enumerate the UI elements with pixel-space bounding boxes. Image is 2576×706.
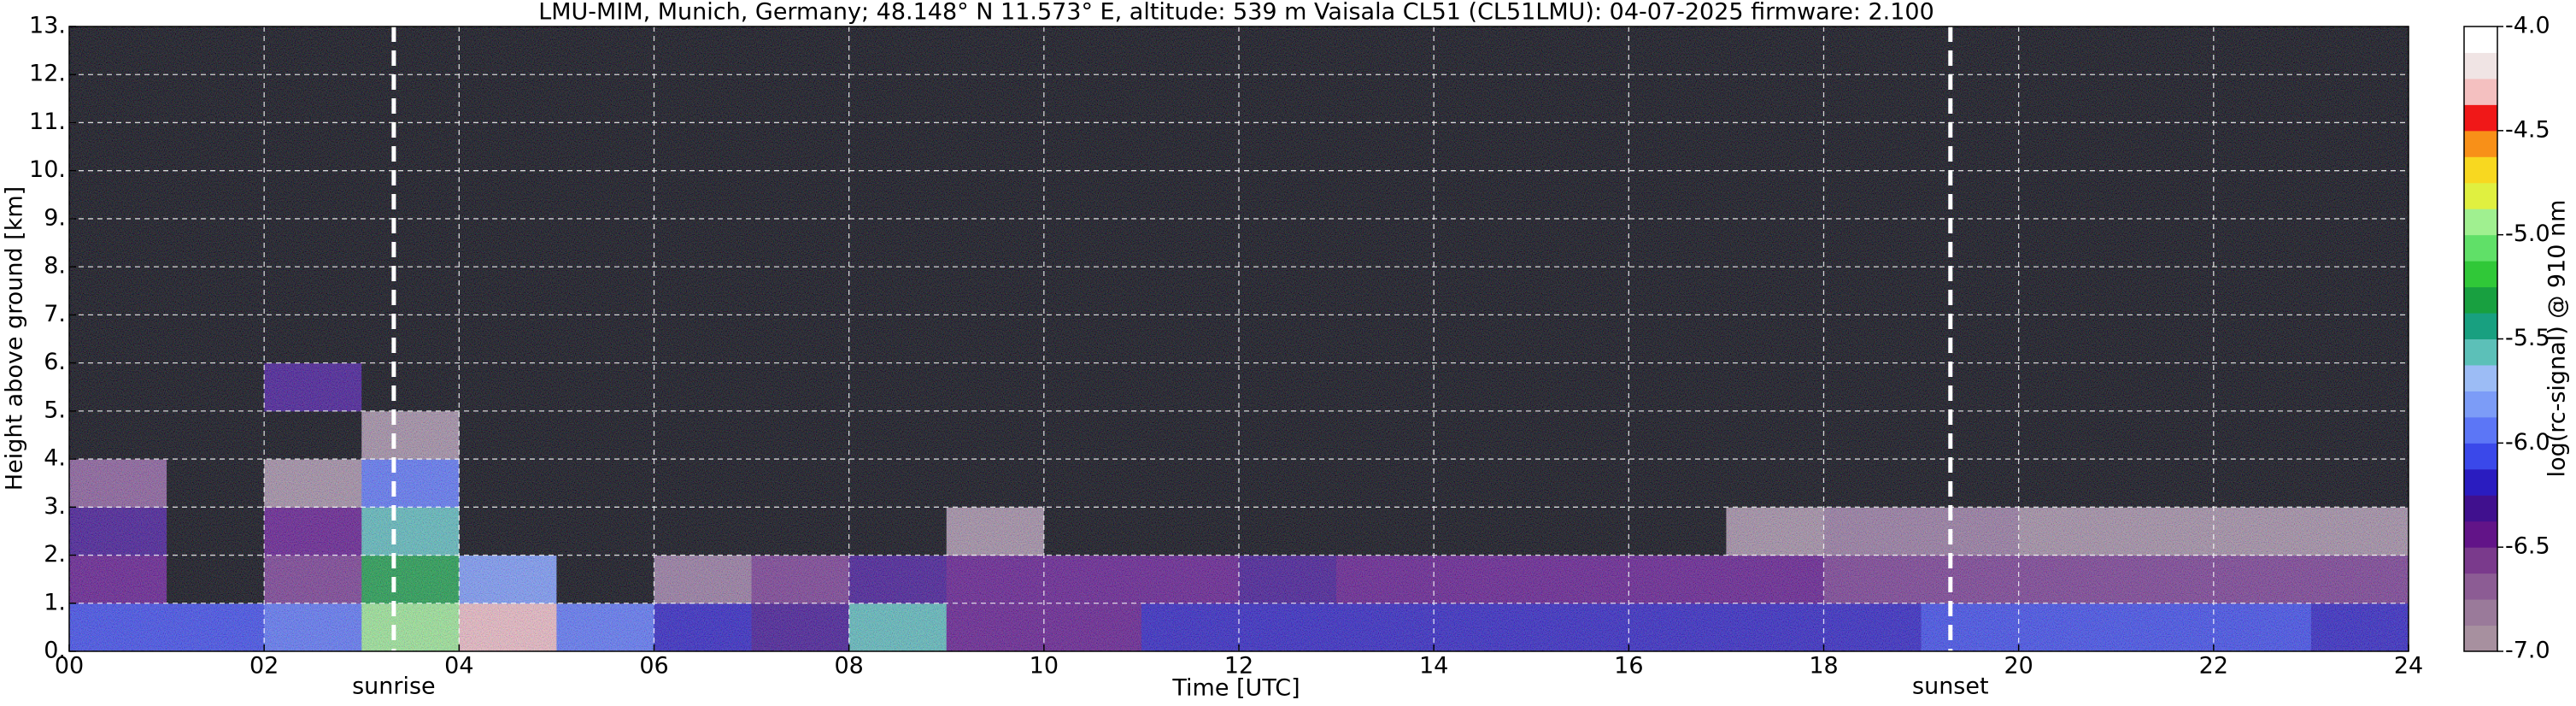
annotation-label: sunrise — [352, 674, 436, 700]
colorbar-tick-label: -6.5 — [2505, 533, 2550, 560]
colorbar-swatch — [2464, 391, 2497, 418]
y-tick-label: 0. — [44, 638, 66, 664]
x-tick-label: 12 — [1224, 653, 1253, 680]
colorbar-swatch — [2464, 78, 2497, 105]
colorbar-swatch — [2464, 625, 2497, 652]
annotation-label: sunset — [1912, 674, 1989, 700]
colorbar-swatch — [2464, 599, 2497, 627]
plot-frame — [68, 26, 2409, 652]
colorbar-swatch — [2464, 209, 2497, 236]
colorbar-swatch — [2464, 130, 2497, 157]
colorbar-swatch — [2464, 26, 2497, 53]
x-axis-label: Time [UTC] — [1171, 675, 1300, 702]
y-tick-label: 6. — [44, 349, 66, 375]
colorbar-tick-label: -6.0 — [2505, 429, 2550, 456]
colorbar-swatch — [2464, 286, 2497, 314]
colorbar-swatch — [2464, 547, 2497, 574]
colorbar-tick-label: -7.0 — [2505, 638, 2550, 664]
colorbar-swatch — [2464, 104, 2497, 132]
colorbar-swatch — [2464, 234, 2497, 262]
x-tick-label: 06 — [639, 653, 668, 680]
colorbar-tick-label: -5.0 — [2505, 221, 2550, 247]
x-tick-label: 02 — [249, 653, 279, 680]
x-tick-label: 00 — [55, 653, 84, 680]
colorbar-label: log(rc-signal) @ 910 nm — [2544, 200, 2571, 478]
colorbar-swatch — [2464, 495, 2497, 522]
x-tick-label: 16 — [1614, 653, 1643, 680]
x-tick-label: 22 — [2199, 653, 2228, 680]
x-tick-label: 14 — [1419, 653, 1448, 680]
y-tick-label: 9. — [44, 204, 66, 231]
x-tick-label: 18 — [1809, 653, 1838, 680]
y-tick-label: 5. — [44, 397, 66, 423]
y-tick-label: 3. — [44, 493, 66, 520]
colorbar-swatch — [2464, 521, 2497, 548]
y-tick-label: 2. — [44, 541, 66, 568]
x-tick-label: 08 — [834, 653, 863, 680]
x-tick-label: 24 — [2394, 653, 2423, 680]
x-tick-label: 04 — [444, 653, 473, 680]
colorbar-swatch — [2464, 443, 2497, 470]
y-tick-label: 8. — [44, 253, 66, 279]
y-tick-label: 13. — [29, 13, 66, 39]
colorbar-swatch — [2464, 261, 2497, 288]
colorbar-tick-label: -4.5 — [2505, 116, 2550, 143]
colorbar-swatch — [2464, 182, 2497, 209]
x-tick-label: 10 — [1030, 653, 1059, 680]
y-tick-label: 1. — [44, 589, 66, 615]
y-tick-label: 7. — [44, 301, 66, 327]
y-tick-label: 12. — [29, 61, 66, 87]
y-tick-label: 10. — [29, 156, 66, 183]
colorbar-swatch — [2464, 573, 2497, 600]
colorbar-swatch — [2464, 364, 2497, 391]
chart-title: LMU-MIM, Munich, Germany; 48.148° N 11.5… — [538, 0, 1934, 26]
colorbar-swatch — [2464, 468, 2497, 496]
colorbar-swatch — [2464, 156, 2497, 184]
colorbar-swatch — [2464, 313, 2497, 339]
colorbar-swatch — [2464, 416, 2497, 444]
colorbar-swatch — [2464, 52, 2497, 79]
y-axis-label: Height above ground [km] — [2, 186, 28, 491]
y-tick-label: 11. — [29, 109, 66, 135]
colorbar-swatch — [2464, 338, 2497, 366]
colorbar-tick-label: -5.5 — [2505, 325, 2550, 351]
x-tick-label: 20 — [2004, 653, 2033, 680]
y-tick-label: 4. — [44, 445, 66, 472]
colorbar-tick-label: -4.0 — [2505, 13, 2550, 39]
